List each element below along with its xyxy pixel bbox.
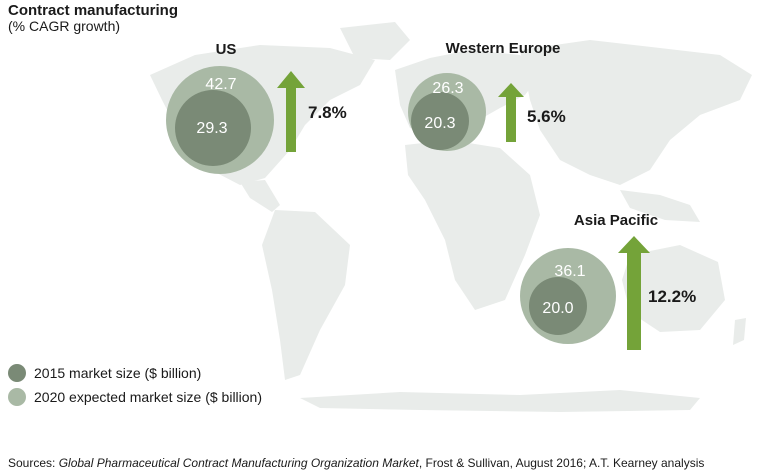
value-2020-asia-pacific: 36.1 [554,263,585,280]
legend-swatch-2020 [8,388,26,406]
growth-arrow-asia-pacific [618,236,650,350]
growth-arrow-us [277,71,305,152]
region-label-us: US [216,41,237,58]
region-western-europe: Western Europe 26.3 20.3 5.6% [408,40,566,151]
source-prefix: Sources: [8,456,59,470]
legend-item-2020: 2020 expected market size ($ billion) [8,388,262,406]
region-label-asia-pacific: Asia Pacific [574,212,658,229]
region-label-western-europe: Western Europe [446,40,561,57]
region-us: US 42.7 29.3 7.8% [166,41,347,174]
source-title: Global Pharmaceutical Contract Manufactu… [58,456,419,470]
growth-arrow-western-europe [498,83,524,142]
region-asia-pacific: Asia Pacific 36.1 20.0 12.2% [520,212,696,350]
source-note: Sources: Global Pharmaceutical Contract … [8,456,704,470]
legend-item-2015: 2015 market size ($ billion) [8,364,201,382]
value-2015-us: 29.3 [196,120,227,137]
cagr-us: 7.8% [308,103,347,122]
value-2015-western-europe: 20.3 [424,115,455,132]
cagr-western-europe: 5.6% [527,107,566,126]
bubble-2015-us [175,90,251,166]
source-suffix: , Frost & Sullivan, August 2016; A.T. Ke… [418,456,705,470]
legend-swatch-2015 [8,364,26,382]
chart-title: Contract manufacturing [8,2,179,19]
bubble-2015-western-europe [411,92,469,150]
bubble-2015-asia-pacific [529,277,587,335]
cagr-asia-pacific: 12.2% [648,287,696,306]
legend-label-2020: 2020 expected market size ($ billion) [34,389,263,405]
value-2015-asia-pacific: 20.0 [542,300,573,317]
chart-subtitle: (% CAGR growth) [8,18,121,34]
legend-label-2015: 2015 market size ($ billion) [34,365,202,381]
value-2020-western-europe: 26.3 [432,80,463,97]
value-2020-us: 42.7 [205,76,236,93]
